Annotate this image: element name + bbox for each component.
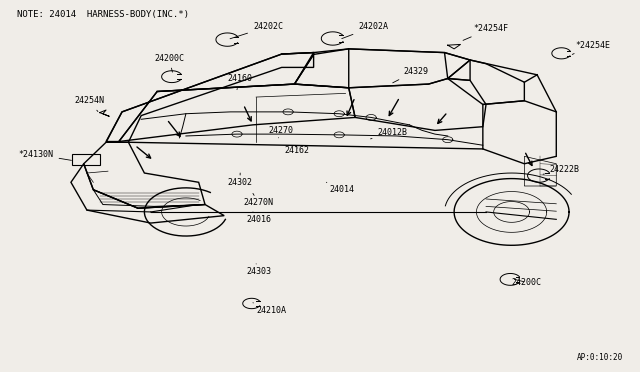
Text: 24270N: 24270N: [243, 193, 273, 207]
Text: *24254E: *24254E: [572, 41, 611, 54]
Text: 24200C: 24200C: [154, 54, 184, 72]
Text: 24329: 24329: [393, 67, 428, 83]
Text: 24303: 24303: [246, 264, 271, 276]
Text: 24254N: 24254N: [74, 96, 104, 112]
Text: 24016: 24016: [246, 212, 271, 224]
Text: 24222B: 24222B: [543, 165, 580, 174]
Text: 24160: 24160: [227, 74, 252, 90]
Text: *24130N: *24130N: [19, 150, 72, 160]
Text: 24200C: 24200C: [511, 278, 541, 287]
Text: 24014: 24014: [326, 182, 355, 194]
Text: 24162: 24162: [285, 146, 310, 155]
Text: *24254F: *24254F: [463, 24, 508, 41]
Text: NOTE: 24014  HARNESS-BODY(INC.*): NOTE: 24014 HARNESS-BODY(INC.*): [17, 10, 189, 19]
Text: 24302: 24302: [227, 173, 252, 187]
Text: 24210A: 24210A: [253, 303, 286, 315]
Text: 24202A: 24202A: [342, 22, 388, 39]
Text: 24202C: 24202C: [230, 22, 283, 39]
Text: AP:0:10:20: AP:0:10:20: [577, 353, 623, 362]
Text: 24012B: 24012B: [371, 128, 408, 139]
Text: 24270: 24270: [269, 126, 294, 138]
